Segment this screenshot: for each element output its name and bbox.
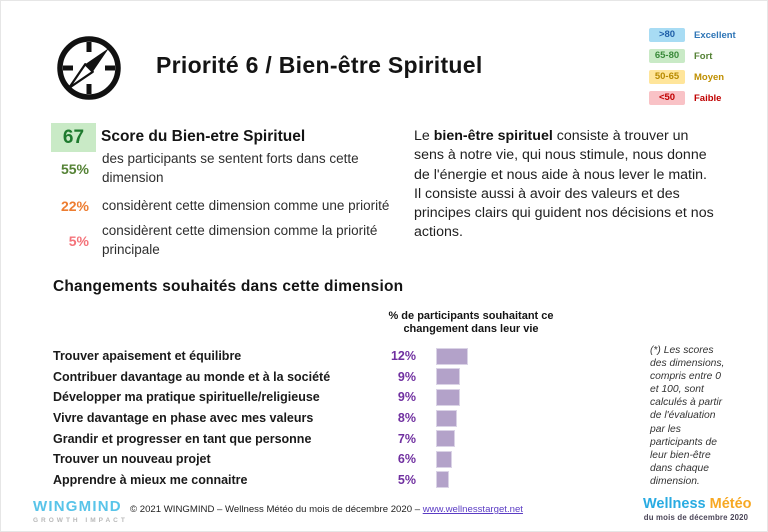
chart-value-label: 5% bbox=[397, 472, 416, 487]
stat-text: considèrent cette dimension comme une pr… bbox=[102, 198, 390, 213]
stat-row-priority: 22% considèrent cette dimension comme un… bbox=[39, 197, 399, 216]
chart-row: Grandir et progresser en tant que person… bbox=[1, 428, 767, 449]
chart-value-label: 7% bbox=[397, 431, 416, 446]
chart-category-label: Grandir et progresser en tant que person… bbox=[53, 431, 312, 446]
compass-icon bbox=[57, 36, 121, 100]
stat-row-main-priority: 5% considèrent cette dimension comme la … bbox=[39, 222, 399, 259]
description-prefix: Le bbox=[414, 128, 434, 144]
legend-range-badge: 65-80 bbox=[649, 49, 685, 63]
chart-value-label: 9% bbox=[397, 369, 416, 384]
chart-category-label: Apprendre à mieux me connaitre bbox=[53, 472, 248, 487]
chart-row: Développer ma pratique spirituelle/relig… bbox=[1, 387, 767, 408]
legend-item-faible: <50 Faible bbox=[649, 91, 736, 105]
chart-bar bbox=[436, 471, 450, 489]
wingmind-logo-name: WINGMIND bbox=[33, 498, 122, 515]
chart-row: Trouver apaisement et équilibre 12% bbox=[1, 346, 767, 367]
stat-value: 22% bbox=[60, 198, 89, 215]
chart-category-label: Développer ma pratique spirituelle/relig… bbox=[53, 390, 320, 405]
chart-bar bbox=[436, 409, 458, 427]
chart-value-label: 8% bbox=[397, 411, 416, 426]
changes-bar-chart: Trouver apaisement et équilibre 12% Cont… bbox=[1, 346, 767, 491]
copyright-line: © 2021 WINGMIND – Wellness Météo du mois… bbox=[130, 504, 523, 515]
stat-row-strong: 55% des participants se sentent forts da… bbox=[39, 150, 399, 187]
chart-bar bbox=[436, 430, 455, 448]
chart-category-label: Vivre davantage en phase avec mes valeur… bbox=[53, 411, 314, 426]
legend-item-fort: 65-80 Fort bbox=[649, 49, 736, 63]
wellnesstarget-link[interactable]: www.wellnesstarget.net bbox=[422, 504, 523, 515]
chart-value-label: 9% bbox=[397, 390, 416, 405]
chart-category-label: Trouver un nouveau projet bbox=[53, 452, 211, 467]
changes-section-title: Changements souhaités dans cette dimensi… bbox=[53, 278, 404, 295]
legend-range-badge: 50-65 bbox=[649, 70, 685, 84]
stat-text: des participants se sentent forts dans c… bbox=[102, 151, 359, 185]
brand-subtitle: du mois de décembre 2020 bbox=[643, 513, 749, 522]
dimension-description: Le bien-être spirituel consiste à trouve… bbox=[414, 127, 717, 243]
page-title: Priorité 6 / Bien-être Spirituel bbox=[156, 52, 483, 78]
chart-bar bbox=[436, 347, 468, 365]
wellness-meteo-brand: Wellness Météo du mois de décembre 2020 bbox=[643, 496, 752, 522]
description-body: consiste à trouver un sens à notre vie, … bbox=[414, 128, 714, 241]
chart-bar bbox=[436, 450, 452, 468]
description-highlight: bien-être spirituel bbox=[433, 128, 553, 144]
copyright-text: © 2021 WINGMIND – Wellness Météo du mois… bbox=[130, 504, 423, 515]
chart-category-label: Contribuer davantage au monde et à la so… bbox=[53, 369, 331, 384]
wellness-meteo-wordmark: Wellness Météo bbox=[643, 496, 752, 512]
chart-row: Vivre davantage en phase avec mes valeur… bbox=[1, 408, 767, 429]
chart-bar bbox=[436, 368, 460, 386]
score-legend: >80 Excellent 65-80 Fort 50-65 Moyen <50… bbox=[649, 28, 736, 112]
legend-item-moyen: 50-65 Moyen bbox=[649, 70, 736, 84]
wingmind-logo: WINGMIND GROWTH IMPACT bbox=[33, 498, 128, 524]
legend-range-badge: <50 bbox=[649, 91, 685, 105]
brand-word-meteo: Météo bbox=[705, 496, 752, 512]
chart-column-header: % de participants souhaitant ce changeme… bbox=[388, 310, 554, 335]
stat-value: 5% bbox=[68, 232, 89, 249]
chart-row: Trouver un nouveau projet 6% bbox=[1, 449, 767, 470]
chart-bar bbox=[436, 388, 460, 406]
stat-value: 55% bbox=[60, 160, 89, 177]
legend-label: Fort bbox=[694, 50, 713, 62]
legend-range-badge: >80 bbox=[649, 28, 685, 42]
legend-item-excellent: >80 Excellent bbox=[649, 28, 736, 42]
scores-footnote: (*) Les scores des dimensions, compris e… bbox=[650, 345, 725, 487]
brand-word-wellness: Wellness bbox=[643, 496, 706, 512]
chart-category-label: Trouver apaisement et équilibre bbox=[53, 349, 242, 364]
legend-label: Faible bbox=[694, 92, 722, 104]
legend-label: Excellent bbox=[694, 29, 736, 41]
wingmind-logo-tagline: GROWTH IMPACT bbox=[33, 517, 128, 524]
chart-row: Apprendre à mieux me connaitre 5% bbox=[1, 470, 767, 491]
legend-label: Moyen bbox=[694, 71, 725, 83]
chart-value-label: 12% bbox=[390, 349, 416, 364]
score-badge: 67 bbox=[51, 123, 96, 152]
score-title: Score du Bien-etre Spirituel bbox=[101, 128, 306, 145]
chart-row: Contribuer davantage au monde et à la so… bbox=[1, 367, 767, 388]
stat-text: considèrent cette dimension comme la pri… bbox=[102, 223, 378, 257]
chart-value-label: 6% bbox=[397, 452, 416, 467]
